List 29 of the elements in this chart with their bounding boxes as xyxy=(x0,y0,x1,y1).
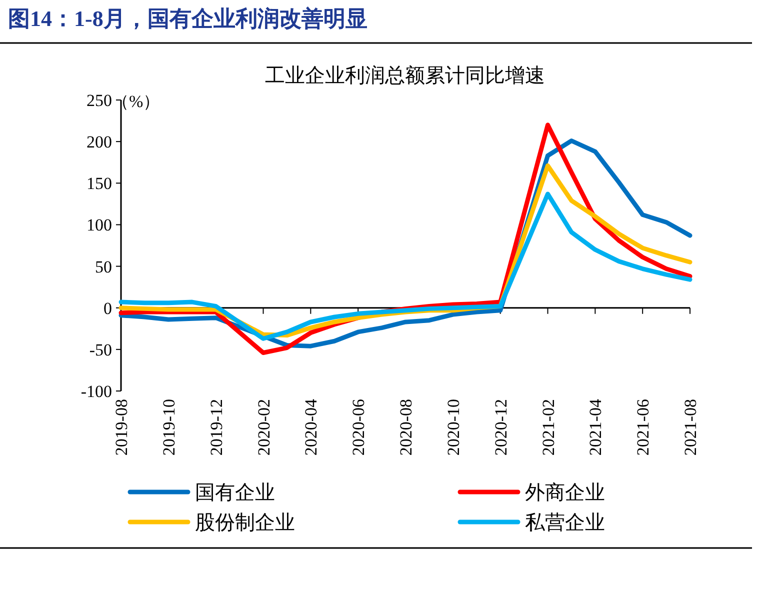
x-tick-label: 2019-12 xyxy=(206,399,226,456)
x-tick-label: 2020-12 xyxy=(491,399,510,456)
y-tick-label: 50 xyxy=(95,257,112,276)
legend-label: 外商企业 xyxy=(525,482,605,504)
x-tick-label: 2020-08 xyxy=(396,399,416,456)
y-tick-label: 100 xyxy=(86,216,112,235)
x-tick-label: 2021-08 xyxy=(681,399,700,456)
y-tick-label: 200 xyxy=(86,132,112,152)
legend-label: 股份制企业 xyxy=(195,512,295,534)
y-tick-label: -50 xyxy=(89,340,112,360)
line-series xyxy=(118,192,692,341)
x-tick-label: 2021-02 xyxy=(538,399,558,456)
x-tick-label: 2021-06 xyxy=(634,399,653,456)
x-tick-label: 2021-04 xyxy=(586,398,606,456)
x-tick-label: 2020-10 xyxy=(444,399,463,456)
y-axis-title: （%） xyxy=(112,92,160,111)
chart-title: 图14：1-8月，国有企业利润改善明显 xyxy=(8,6,368,31)
chart-subtitle: 工业企业利润总额累计同比增速 xyxy=(265,65,545,87)
legend-label: 国有企业 xyxy=(195,482,275,504)
legend-label: 私营企业 xyxy=(525,512,605,534)
y-tick-label: 250 xyxy=(86,91,112,110)
x-tick-label: 2020-04 xyxy=(302,398,321,456)
y-tick-label: -100 xyxy=(80,382,112,401)
x-tick-label: 2019-08 xyxy=(112,399,131,456)
y-tick-label: 0 xyxy=(104,298,112,318)
y-tick-label: 150 xyxy=(86,174,112,194)
x-tick-label: 2020-02 xyxy=(254,399,274,456)
x-tick-label: 2019-10 xyxy=(159,399,178,456)
x-tick-label: 2020-06 xyxy=(349,399,368,456)
